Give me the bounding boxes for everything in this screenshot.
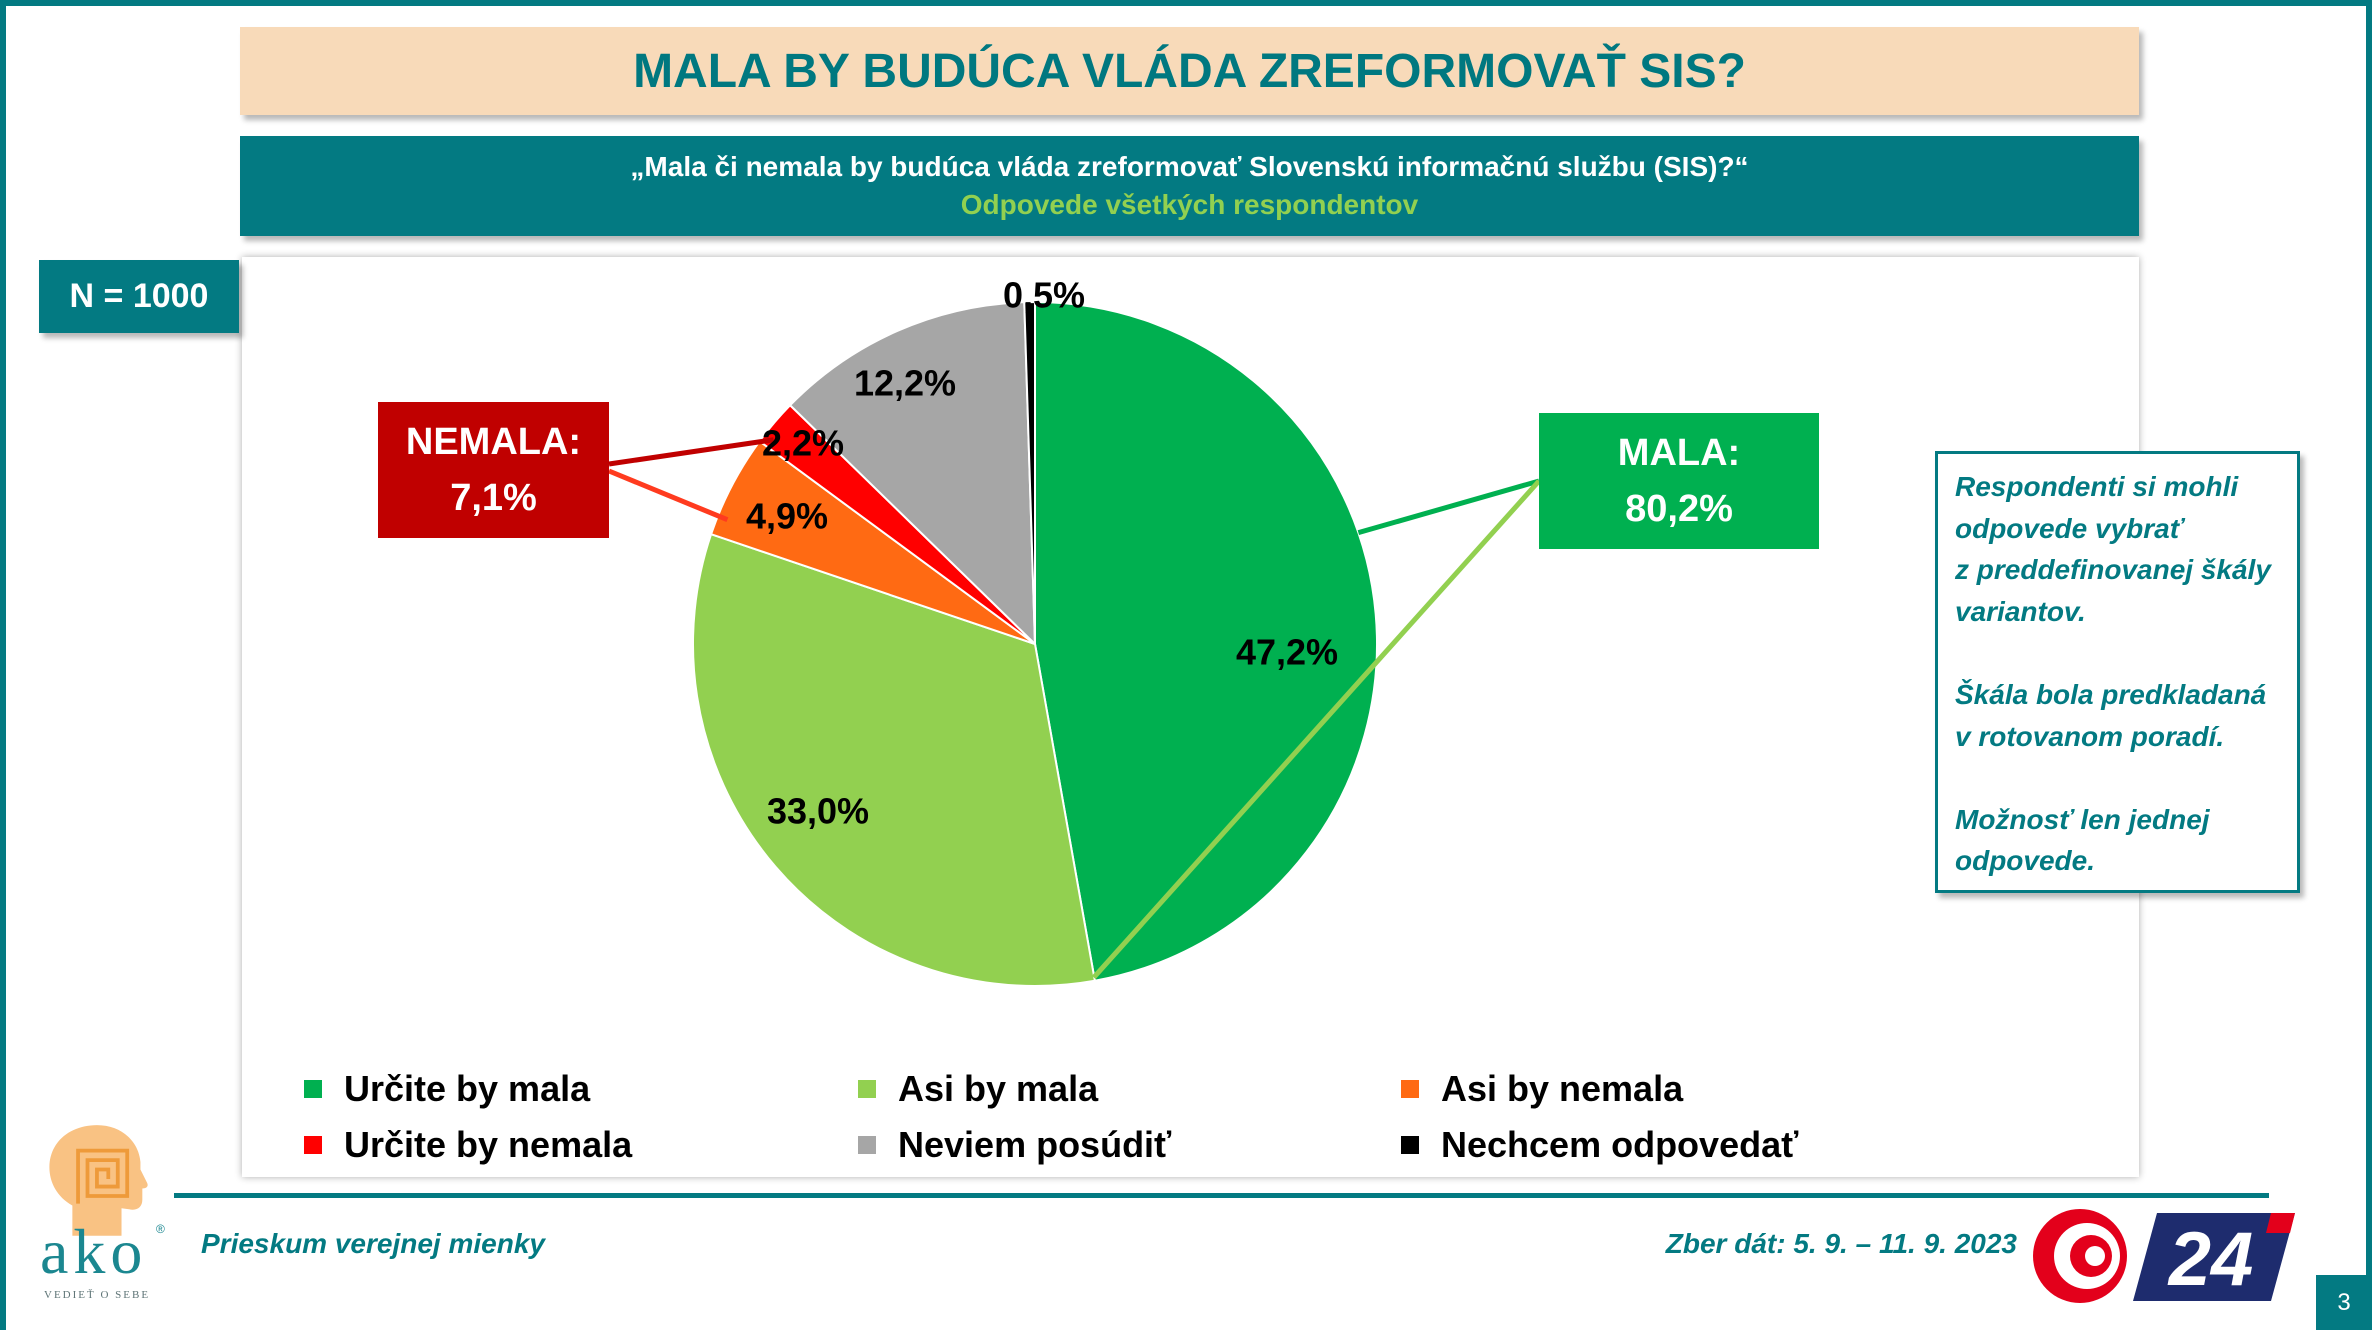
legend-item-asi-by-nemala: Asi by nemala [1401, 1061, 2001, 1117]
legend-item-urcite-by-nemala: Určite by nemala [304, 1117, 858, 1173]
question-banner: „Mala či nemala by budúca vláda zreformo… [240, 136, 2139, 236]
note-line: variantov. [1955, 595, 2086, 627]
legend-label: Neviem posúdiť [898, 1124, 1172, 1165]
legend-swatch [1401, 1080, 1419, 1098]
legend-label: Asi by nemala [1441, 1068, 1684, 1109]
nemala-leader-line-urcite [608, 437, 774, 467]
legend-swatch [858, 1136, 876, 1154]
data-label-asi-by-mala: 33,0% [767, 791, 869, 832]
legend-swatch [1401, 1136, 1419, 1154]
tv-24-text: 24 [2167, 1217, 2254, 1301]
note-line: Možnosť len jednej [1955, 803, 2210, 835]
legend-label: Nechcem odpovedať [1441, 1124, 1799, 1165]
legend-item-urcite-by-mala: Určite by mala [304, 1061, 858, 1117]
note-line: z preddefinovanej škály [1955, 554, 2271, 586]
legend-swatch [858, 1080, 876, 1098]
leader-lines [608, 437, 1541, 980]
pie-slice-urcite-by-mala [1034, 301, 1378, 982]
legend-label: Asi by mala [898, 1068, 1099, 1109]
nemala-leader-line-asi [608, 468, 729, 523]
legend-item-neviem-posudit: Neviem posúdiť [858, 1117, 1401, 1173]
sample-size-badge: N = 1000 [39, 260, 239, 333]
data-labels: 47,2% 33,0% 4,9% 2,2%12,2% 0,5% [746, 275, 1338, 832]
note-line: Respondenti si mohli [1955, 471, 2239, 502]
legend-swatch [304, 1080, 322, 1098]
note-line: Škála bola predkladaná [1955, 678, 2267, 710]
registered-mark: ® [156, 1222, 165, 1236]
head-labyrinth-icon [49, 1125, 148, 1236]
ako-tagline: VEDIEŤ O SEBE [44, 1289, 151, 1301]
nemala-callout: NEMALA: 7,1% [378, 402, 609, 538]
slide-title: MALA BY BUDÚCA VLÁDA ZREFORMOVAŤ SIS? [633, 44, 1746, 98]
pie-slice-nechcem-odpovedat [1023, 301, 1036, 645]
mala-callout: MALA: 80,2% [1539, 413, 1819, 549]
red-spiral-icon [2033, 1209, 2127, 1303]
nemala-callout-label: NEMALA: [405, 421, 582, 463]
legend-label: Určite by mala [344, 1068, 591, 1109]
data-label-nechcem-odpovedat: 0,5% [1003, 275, 1085, 316]
mala-leader-line-asi [1091, 479, 1541, 980]
data-label-neviem-posudit: 12,2% [854, 363, 956, 404]
footer-collection-dates: Zber dát: 5. 9. – 11. 9. 2023 [1665, 1228, 2017, 1259]
note-line: odpovede. [1955, 845, 2096, 877]
page-number: 3 [2316, 1275, 2372, 1330]
pie-chart: 47,2% 33,0% 4,9% 2,2%12,2% 0,5% [608, 275, 1541, 987]
footer-survey-label: Prieskum verejnej mienky [201, 1228, 545, 1259]
note-paragraph: Respondenti si mohli odpovede vybrať z pre… [1955, 466, 2289, 632]
pie-slices [692, 301, 1378, 987]
mala-leader-line-urcite [1357, 478, 1540, 536]
legend-item-asi-by-mala: Asi by mala [858, 1061, 1401, 1117]
mala-callout-label: MALA: [1617, 432, 1741, 474]
legend-label: Určite by nemala [344, 1124, 633, 1165]
pie-slice-neviem-posudit [789, 301, 1036, 645]
note-paragraph: Možnosť len jednej odpovede. [1955, 799, 2289, 882]
note-paragraph: Škála bola predkladaná v rotovanom poradí… [1955, 674, 2289, 757]
legend-swatch [304, 1136, 322, 1154]
data-label-asi-by-nemala: 4,9% [746, 496, 828, 537]
title-banner: MALA BY BUDÚCA VLÁDA ZREFORMOVAŤ SIS? [240, 27, 2139, 115]
nemala-callout-value: 7,1% [450, 477, 537, 519]
survey-question: „Mala či nemala by budúca vláda zreformo… [630, 151, 1749, 182]
data-label-urcite-by-nemala: 2,2% [762, 423, 844, 464]
chart-legend: Určite by mala Asi by mala Asi by nemala Ur… [304, 1061, 2001, 1173]
note-line: v rotovanom poradí. [1955, 720, 2225, 752]
respondent-scope: Odpovede všetkých respondentov [960, 189, 1419, 220]
note-line: odpovede vybrať [1955, 512, 2184, 544]
tv-24-logo: 24 [2133, 1213, 2295, 1301]
data-label-urcite-by-mala: 47,2% [1236, 632, 1338, 673]
mala-callout-value: 80,2% [1625, 488, 1733, 530]
pie-slice-asi-by-mala [692, 533, 1096, 987]
footer-divider [174, 1193, 2269, 1198]
methodology-note: Respondenti si mohli odpovede vybrať z pre… [1935, 451, 2300, 893]
ako-wordmark: ako [40, 1216, 148, 1287]
legend-item-nechcem-odpovedat: Nechcem odpovedať [1401, 1117, 2001, 1173]
chart-panel: 47,2% 33,0% 4,9% 2,2% 12,2% 0,5% NEMALA: 7,1%… [242, 257, 2139, 1177]
